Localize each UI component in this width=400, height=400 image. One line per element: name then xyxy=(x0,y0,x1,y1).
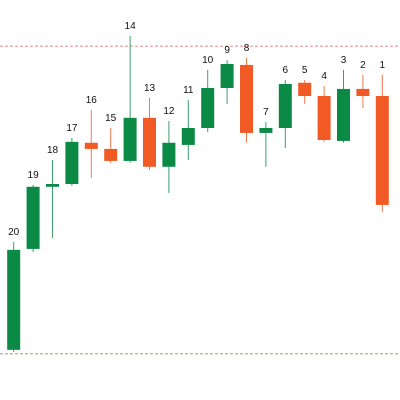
candle-label: 15 xyxy=(105,113,117,124)
candle-label: 2 xyxy=(360,60,366,71)
candle-body xyxy=(84,142,98,149)
candle-body xyxy=(240,64,253,133)
candle-label: 6 xyxy=(283,65,289,76)
candle-label: 20 xyxy=(8,227,20,238)
candle-body xyxy=(46,184,59,187)
candle-label: 18 xyxy=(47,145,59,156)
candle-body xyxy=(317,96,331,140)
candle-body xyxy=(123,117,137,161)
candle-label: 4 xyxy=(321,71,327,82)
candle-body xyxy=(356,88,370,96)
candle-body xyxy=(337,88,350,141)
candle-body xyxy=(162,142,176,167)
candle-label: 12 xyxy=(163,106,175,117)
candle-label: 7 xyxy=(263,107,269,118)
candle-label: 16 xyxy=(86,95,98,106)
candle-label: 13 xyxy=(144,83,156,94)
candle-body xyxy=(7,249,21,350)
candle-label: 3 xyxy=(341,55,347,66)
candle-label: 10 xyxy=(202,55,214,66)
candle-body xyxy=(143,117,156,167)
candle-body xyxy=(259,128,273,133)
candle-body xyxy=(375,96,389,205)
candle-label: 8 xyxy=(244,43,250,54)
candle-label: 17 xyxy=(66,123,78,134)
candle-body xyxy=(65,141,79,184)
candle-label: 5 xyxy=(302,65,308,76)
candle-label: 14 xyxy=(125,21,137,32)
candle-label: 19 xyxy=(28,170,40,181)
candle-body xyxy=(298,82,312,96)
candle-body xyxy=(26,186,40,249)
candle-label: 1 xyxy=(380,60,386,71)
candle-label: 11 xyxy=(183,85,194,96)
candle-body xyxy=(181,128,195,145)
candle-body xyxy=(104,148,118,161)
candle-label: 9 xyxy=(224,45,230,56)
candle-body xyxy=(278,84,292,128)
candle-body xyxy=(220,64,234,88)
candle-body xyxy=(201,88,215,128)
